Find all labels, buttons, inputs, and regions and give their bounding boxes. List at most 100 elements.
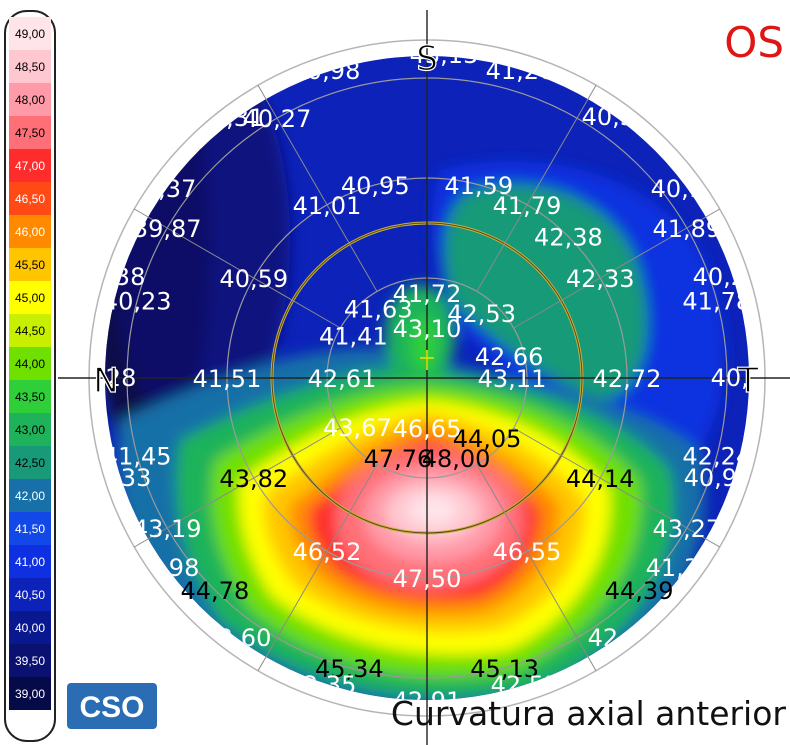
color-scale-legend: 49,00 48,50 48,00 47,50 47,00 46,50 46,00 45,50… (4, 10, 56, 742)
reading-label: 42,61 (308, 365, 377, 393)
reading-label: 42,72 (593, 365, 662, 393)
reading-label: 44,39 (605, 577, 674, 605)
reading-label-edge: 40,37 (128, 175, 197, 203)
reading-label: 41,01 (293, 192, 362, 220)
scale-band (9, 314, 51, 347)
reading-label: 39,87 (133, 215, 202, 243)
reading-label: 40,59 (219, 265, 288, 293)
scale-band (9, 479, 51, 512)
reading-label: 41,79 (493, 192, 562, 220)
scale-band (9, 17, 51, 50)
reading-label: 41,59 (444, 172, 513, 200)
spoke (134, 427, 341, 548)
reading-label: 43,10 (393, 315, 462, 343)
reading-label: 44,14 (566, 465, 635, 493)
scale-tick-label: 46,00 (15, 225, 45, 239)
scale-tick-label: 39,50 (15, 654, 45, 668)
scale-tick-label: 45,00 (15, 291, 45, 305)
scale-tick-label: 47,00 (15, 159, 45, 173)
scale-band (9, 215, 51, 248)
reading-label: 40,27 (243, 105, 312, 133)
reading-label: 42,38 (534, 224, 603, 252)
reading-label-edge: 40,18 (651, 175, 720, 203)
reading-label: 48,00 (422, 445, 491, 473)
cross-axes (58, 10, 790, 745)
reading-label: 42,33 (566, 265, 635, 293)
spoke (476, 85, 597, 292)
spoke (134, 208, 341, 329)
zone-43-5-center (410, 317, 438, 373)
reading-label-edge: 42,91 (393, 687, 462, 715)
spoke (513, 208, 720, 329)
reading-label-edge: 40,28 (68, 364, 137, 392)
scale-band (9, 578, 51, 611)
orientation-temporal: T (737, 361, 759, 401)
eye-label: OS (724, 18, 784, 67)
reading-label: 45,34 (315, 655, 384, 683)
scale-tick-label: 44,50 (15, 324, 45, 338)
reading-label: 43,82 (219, 465, 288, 493)
reading-label: 41,63 (344, 295, 413, 323)
reading-label: 42,53 (447, 300, 516, 328)
scale-tick-label: 43,50 (15, 390, 45, 404)
reading-label: 41,41 (319, 323, 388, 351)
scale-tick-label: 48,50 (15, 60, 45, 74)
scale-tick-label: 47,50 (15, 126, 45, 140)
reading-label-edge: 41,31 (196, 104, 265, 132)
reading-label: 40,23 (103, 287, 172, 315)
orientation-labels: S N T (93, 38, 760, 401)
scale-tick-label: 48,00 (15, 93, 45, 107)
orientation-nasal: N (93, 361, 118, 401)
zone-49 (408, 495, 458, 525)
reading-label: 42,66 (475, 343, 544, 371)
reading-label: 41,51 (193, 365, 262, 393)
map-title: Curvatura axial anterior (390, 694, 786, 733)
spoke (513, 427, 720, 548)
reading-label-edge: 40,51 (582, 103, 651, 131)
scale-tick-label: 40,00 (15, 621, 45, 635)
scale-band (9, 116, 51, 149)
reading-label: 47,50 (393, 565, 462, 593)
reading-label: 44,78 (181, 577, 250, 605)
reading-label: 43,27 (652, 515, 721, 543)
reading-label: 40,95 (341, 172, 410, 200)
scale-band (9, 644, 51, 677)
reading-label-edge: 42,35 (288, 671, 357, 699)
scale-band (9, 611, 51, 644)
reading-label: 44,05 (453, 425, 522, 453)
reading-label: 46,52 (293, 538, 362, 566)
scale-band (9, 413, 51, 446)
scale-tick-label: 42,00 (15, 489, 45, 503)
scale-band (9, 248, 51, 281)
scale-tick-label: 43,00 (15, 423, 45, 437)
reading-label: 45,13 (470, 655, 539, 683)
scale-band (9, 83, 51, 116)
reading-label-edge: 41,33 (646, 554, 715, 582)
reading-label-edge: 42,08 (588, 624, 657, 652)
color-scale-bands: 49,00 48,50 48,00 47,50 47,00 46,50 46,00 45,50… (9, 17, 51, 710)
spoke (257, 85, 378, 292)
radial-spokes (134, 85, 720, 671)
reading-label: 41,89 (652, 215, 721, 243)
reading-label: 41,78 (682, 287, 751, 315)
logo-background (67, 683, 157, 729)
scale-tick-label: 49,00 (15, 27, 45, 41)
scale-band (9, 182, 51, 215)
scale-tick-label: 44,00 (15, 357, 45, 371)
reading-label: 46,65 (393, 415, 462, 443)
scale-band (9, 281, 51, 314)
orientation-superior: S (416, 39, 438, 79)
scale-tick-label: 42,50 (15, 456, 45, 470)
scale-band (9, 512, 51, 545)
reading-label: 43,67 (323, 414, 392, 442)
reading-label-edge: 42,60 (203, 624, 272, 652)
scale-tick-label: 39,00 (15, 687, 45, 701)
logo-text: CSO (79, 691, 144, 724)
reading-label: 42,24 (682, 443, 751, 471)
cso-logo: CSO (67, 683, 157, 729)
scale-band (9, 149, 51, 182)
reading-label: 47,76 (364, 445, 433, 473)
reading-label-edge: 40,98 (292, 57, 361, 85)
reading-label: 41,45 (103, 443, 172, 471)
